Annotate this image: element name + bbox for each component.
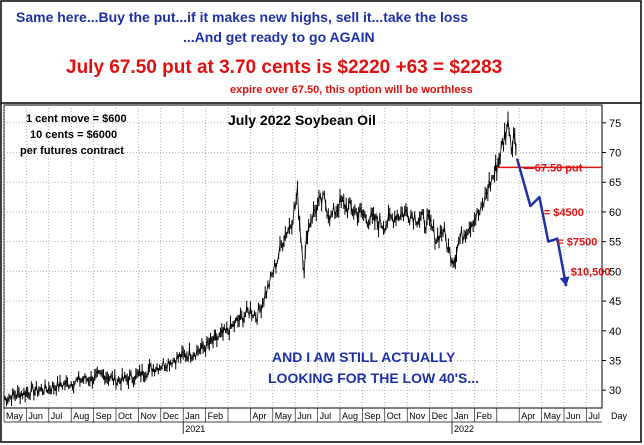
x-month-label: Jul [51, 411, 63, 421]
note-per-contract: per futures contract [20, 145, 124, 157]
x-month-label: Aug [73, 411, 89, 421]
chart-title: July 2022 Soybean Oil [228, 112, 376, 128]
x-month-label: Apr [521, 411, 535, 421]
x-unit-label: Day [611, 411, 628, 421]
price-series [3, 111, 517, 407]
header-line3: July 67.50 put at 3.70 cents is $2220 +6… [66, 57, 502, 78]
projection-path [515, 158, 568, 287]
header-line1: Same here...Buy the put...if it makes ne… [16, 9, 468, 25]
y-tick-label: 50 [609, 266, 621, 278]
y-tick-label: 35 [609, 355, 621, 367]
x-month-label: Jul [320, 411, 332, 421]
y-tick-label: 75 [609, 118, 621, 130]
header-line4: expire over 67.50, this option will be w… [230, 84, 473, 96]
grid-lines [3, 105, 602, 408]
x-month-label: Jun [28, 411, 43, 421]
x-month-label: Jun [566, 411, 581, 421]
y-tick-label: 30 [609, 385, 621, 397]
x-month-label: Dec [432, 411, 449, 421]
x-month-label: May [544, 411, 562, 421]
x-month-label: Jan [185, 411, 200, 421]
y-tick-label: 55 [609, 237, 621, 249]
x-month-label: Sep [364, 411, 380, 421]
note-cent-move: 1 cent move = $600 [26, 113, 127, 125]
target-label: $10,500 [571, 266, 611, 278]
x-month-label: Sep [96, 411, 112, 421]
note-ten-cents: 10 cents = $6000 [30, 129, 117, 141]
x-month-label: Aug [342, 411, 358, 421]
y-tick-label: 65 [609, 177, 621, 189]
target-label: = $7500 [557, 237, 597, 249]
x-month-label: Nov [409, 411, 426, 421]
x-year-label: 2022 [454, 424, 474, 434]
plot-frame [3, 104, 603, 409]
y-tick-label: 45 [609, 296, 621, 308]
x-month-label: Jan [454, 411, 469, 421]
strike-label: —67.50 put [524, 162, 583, 174]
projection-arrowhead [559, 276, 570, 287]
x-month-label: May [275, 411, 293, 421]
x-month-label: Apr [252, 411, 266, 421]
trade-overlay: —67.50 put = $4500 = $7500 $10,500 [496, 158, 611, 287]
y-tick-label: 70 [609, 148, 621, 160]
x-month-label: Oct [118, 411, 133, 421]
x-year-label: 2021 [185, 424, 205, 434]
target-label: = $4500 [544, 207, 584, 219]
x-axis-ticks: May Jun Jul Aug Sep Oct Nov Dec Jan Feb Apr May Jun J… [3, 408, 628, 434]
x-month-label: May [6, 411, 24, 421]
x-month-label: Nov [140, 411, 157, 421]
y-tick-label: 40 [609, 326, 621, 338]
price-line [3, 119, 517, 404]
x-month-label: Jun [297, 411, 312, 421]
x-month-label: Feb [476, 411, 492, 421]
annotation-line1: AND I AM STILL ACTUALLY [272, 349, 456, 365]
y-axis-ticks: 30 35 40 45 50 55 60 65 70 75 [602, 118, 621, 397]
annotation-line2: LOOKING FOR THE LOW 40'S... [268, 370, 479, 386]
x-month-label: Dec [163, 411, 180, 421]
x-month-label: Oct [387, 411, 402, 421]
x-month-label: Feb [208, 411, 224, 421]
y-tick-label: 60 [609, 207, 621, 219]
x-month-label: Jul [588, 411, 600, 421]
header-line2: ...And get ready to go AGAIN [183, 29, 375, 45]
